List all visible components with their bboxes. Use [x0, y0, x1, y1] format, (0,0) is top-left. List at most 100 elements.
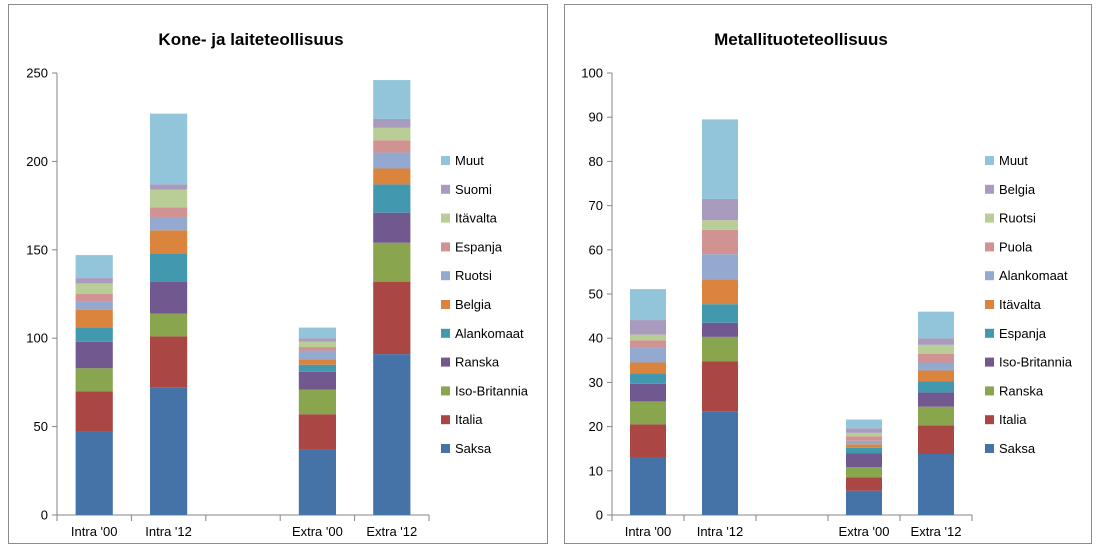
- legend-swatch-saksa: [985, 444, 994, 453]
- legend-label-espanja: Espanja: [455, 239, 503, 254]
- bar-segment-ruotsi: [846, 432, 882, 437]
- bar-segment-italia: [702, 361, 738, 412]
- bar-segment-alankomaat: [150, 253, 188, 282]
- legend-label-suomi: Suomi: [455, 182, 492, 197]
- chart-panel-kone-ja-laiteteollisuus: Kone- ja laiteteollisuus 0 50 100 150 200 250…: [8, 4, 548, 544]
- bar-segment-saksa: [702, 411, 738, 515]
- bar-segment-it-valta: [630, 362, 666, 374]
- bar-stacks: [630, 119, 954, 515]
- bar-segment-suomi: [298, 338, 336, 342]
- bar-segment-espanja: [630, 373, 666, 384]
- legend-swatch-italia: [441, 415, 450, 425]
- legend-label-saksa: Saksa: [999, 441, 1036, 456]
- bar-segment-saksa: [630, 457, 666, 515]
- bar-segment-saksa: [846, 490, 882, 515]
- legend-swatch-suomi: [441, 184, 450, 194]
- legend-label-iso-britannia: Iso-Britannia: [455, 383, 529, 398]
- y-tick-label: 10: [589, 463, 603, 478]
- bar-segment-muut: [75, 255, 113, 279]
- bar-segment-muut: [846, 419, 882, 429]
- y-axis: 0 50 100 150 200 250: [26, 66, 430, 523]
- legend-swatch-ruotsi: [985, 213, 994, 223]
- bar-segment-ruotsi: [373, 152, 411, 169]
- bar-segment-ruotsi: [630, 334, 666, 341]
- chart-svg-right: Metallituoteteollisuus 0 10 20 30 40 50 60 70 80…: [581, 30, 1073, 539]
- legend-label-ruotsi: Ruotsi: [999, 211, 1036, 226]
- bar-segment-saksa: [75, 431, 113, 515]
- bar-segment-muut: [630, 289, 666, 321]
- y-tick-label: 0: [41, 508, 48, 523]
- legend-label-ranska: Ranska: [455, 355, 500, 370]
- bar-segment-ranska: [75, 341, 113, 369]
- bar-segment-it-valta: [918, 370, 954, 382]
- x-tick-label: Intra '00: [625, 524, 672, 539]
- legend-swatch-ranska: [441, 357, 450, 367]
- legend-swatch-muut: [985, 156, 994, 165]
- bar-segment-suomi: [373, 118, 411, 128]
- legend-swatch-espanja: [441, 242, 450, 252]
- x-tick-label: Extra '00: [292, 524, 343, 539]
- legend-label-belgia: Belgia: [455, 297, 492, 312]
- bar-segment-saksa: [373, 354, 411, 515]
- bar-segment-puola: [846, 436, 882, 441]
- bar-segment-italia: [630, 424, 666, 458]
- bar-segment-belgia: [298, 359, 336, 365]
- legend-label-ranska: Ranska: [999, 383, 1044, 398]
- bar-segment-iso-britannia: [630, 383, 666, 402]
- y-tick-label: 60: [589, 242, 603, 257]
- bar-segment-suomi: [75, 278, 113, 284]
- bar-segment-belgia: [702, 198, 738, 221]
- bar-segment-ranska: [846, 467, 882, 478]
- bar-segment-belgia: [373, 168, 411, 185]
- bar-segment-ranska: [298, 371, 336, 390]
- bar-segment-belgia: [75, 309, 113, 328]
- legend-label-saksa: Saksa: [455, 441, 492, 456]
- bar-segment-espanja: [75, 294, 113, 302]
- bar-segment-it-valta: [846, 444, 882, 448]
- legend-swatch-belgia: [441, 300, 450, 309]
- bar-segment-alankomaat: [846, 440, 882, 445]
- bar-segment-belgia: [846, 428, 882, 433]
- bar-segment-ruotsi: [918, 344, 954, 354]
- legend-swatch-alankomaat: [441, 328, 450, 338]
- legend-label-it-valta: Itävalta: [455, 211, 498, 226]
- legend: Muut Belgia Ruotsi Puola Alankomaat Itävalta E…: [985, 153, 1073, 456]
- legend-swatch-italia: [985, 415, 994, 425]
- bar-segment-ranska: [630, 401, 666, 425]
- bar-segment-espanja: [298, 347, 336, 351]
- bar-segment-espanja: [702, 304, 738, 323]
- y-tick-label: 50: [34, 419, 48, 434]
- bar-segment-iso-britannia: [702, 322, 738, 337]
- legend-swatch-puola: [985, 242, 994, 252]
- bar-segment-belgia: [630, 320, 666, 335]
- y-tick-label: 20: [589, 419, 603, 434]
- x-tick-label: Extra '12: [911, 524, 962, 539]
- legend-swatch-saksa: [441, 444, 450, 453]
- bar-segment-iso-britannia: [918, 392, 954, 407]
- y-tick-label: 100: [26, 331, 48, 346]
- bar-segment-espanja: [373, 140, 411, 153]
- x-axis: Intra '00 Intra '12 Extra '00 Extra '12: [71, 524, 417, 539]
- bar-segment-muut: [918, 311, 954, 339]
- y-tick-label: 50: [589, 287, 603, 302]
- bar-segment-alankomaat: [918, 362, 954, 371]
- legend-label-italia: Italia: [455, 412, 483, 427]
- bar-segment-belgia: [918, 338, 954, 345]
- legend-swatch-espanja: [985, 328, 994, 338]
- bar-segment-it-valta: [702, 279, 738, 305]
- bar-segment-iso-britannia: [75, 368, 113, 392]
- bar-segment-iso-britannia: [373, 242, 411, 282]
- bar-segment-espanja: [150, 207, 188, 218]
- chart-svg-left: Kone- ja laiteteollisuus 0 50 100 150 200 250…: [26, 30, 529, 539]
- legend-label-ruotsi: Ruotsi: [455, 268, 492, 283]
- x-tick-label: Extra '12: [366, 524, 417, 539]
- legend-swatch-ranska: [985, 386, 994, 396]
- bar-segment-muut: [373, 80, 411, 119]
- y-tick-label: 150: [26, 242, 48, 257]
- y-tick-label: 0: [596, 508, 603, 523]
- bar-segment-ranska: [918, 406, 954, 426]
- bar-segment-alankomaat: [75, 327, 113, 342]
- bar-segment-alankomaat: [702, 254, 738, 280]
- legend-swatch-it-valta: [985, 300, 994, 309]
- legend-label-muut: Muut: [455, 153, 484, 168]
